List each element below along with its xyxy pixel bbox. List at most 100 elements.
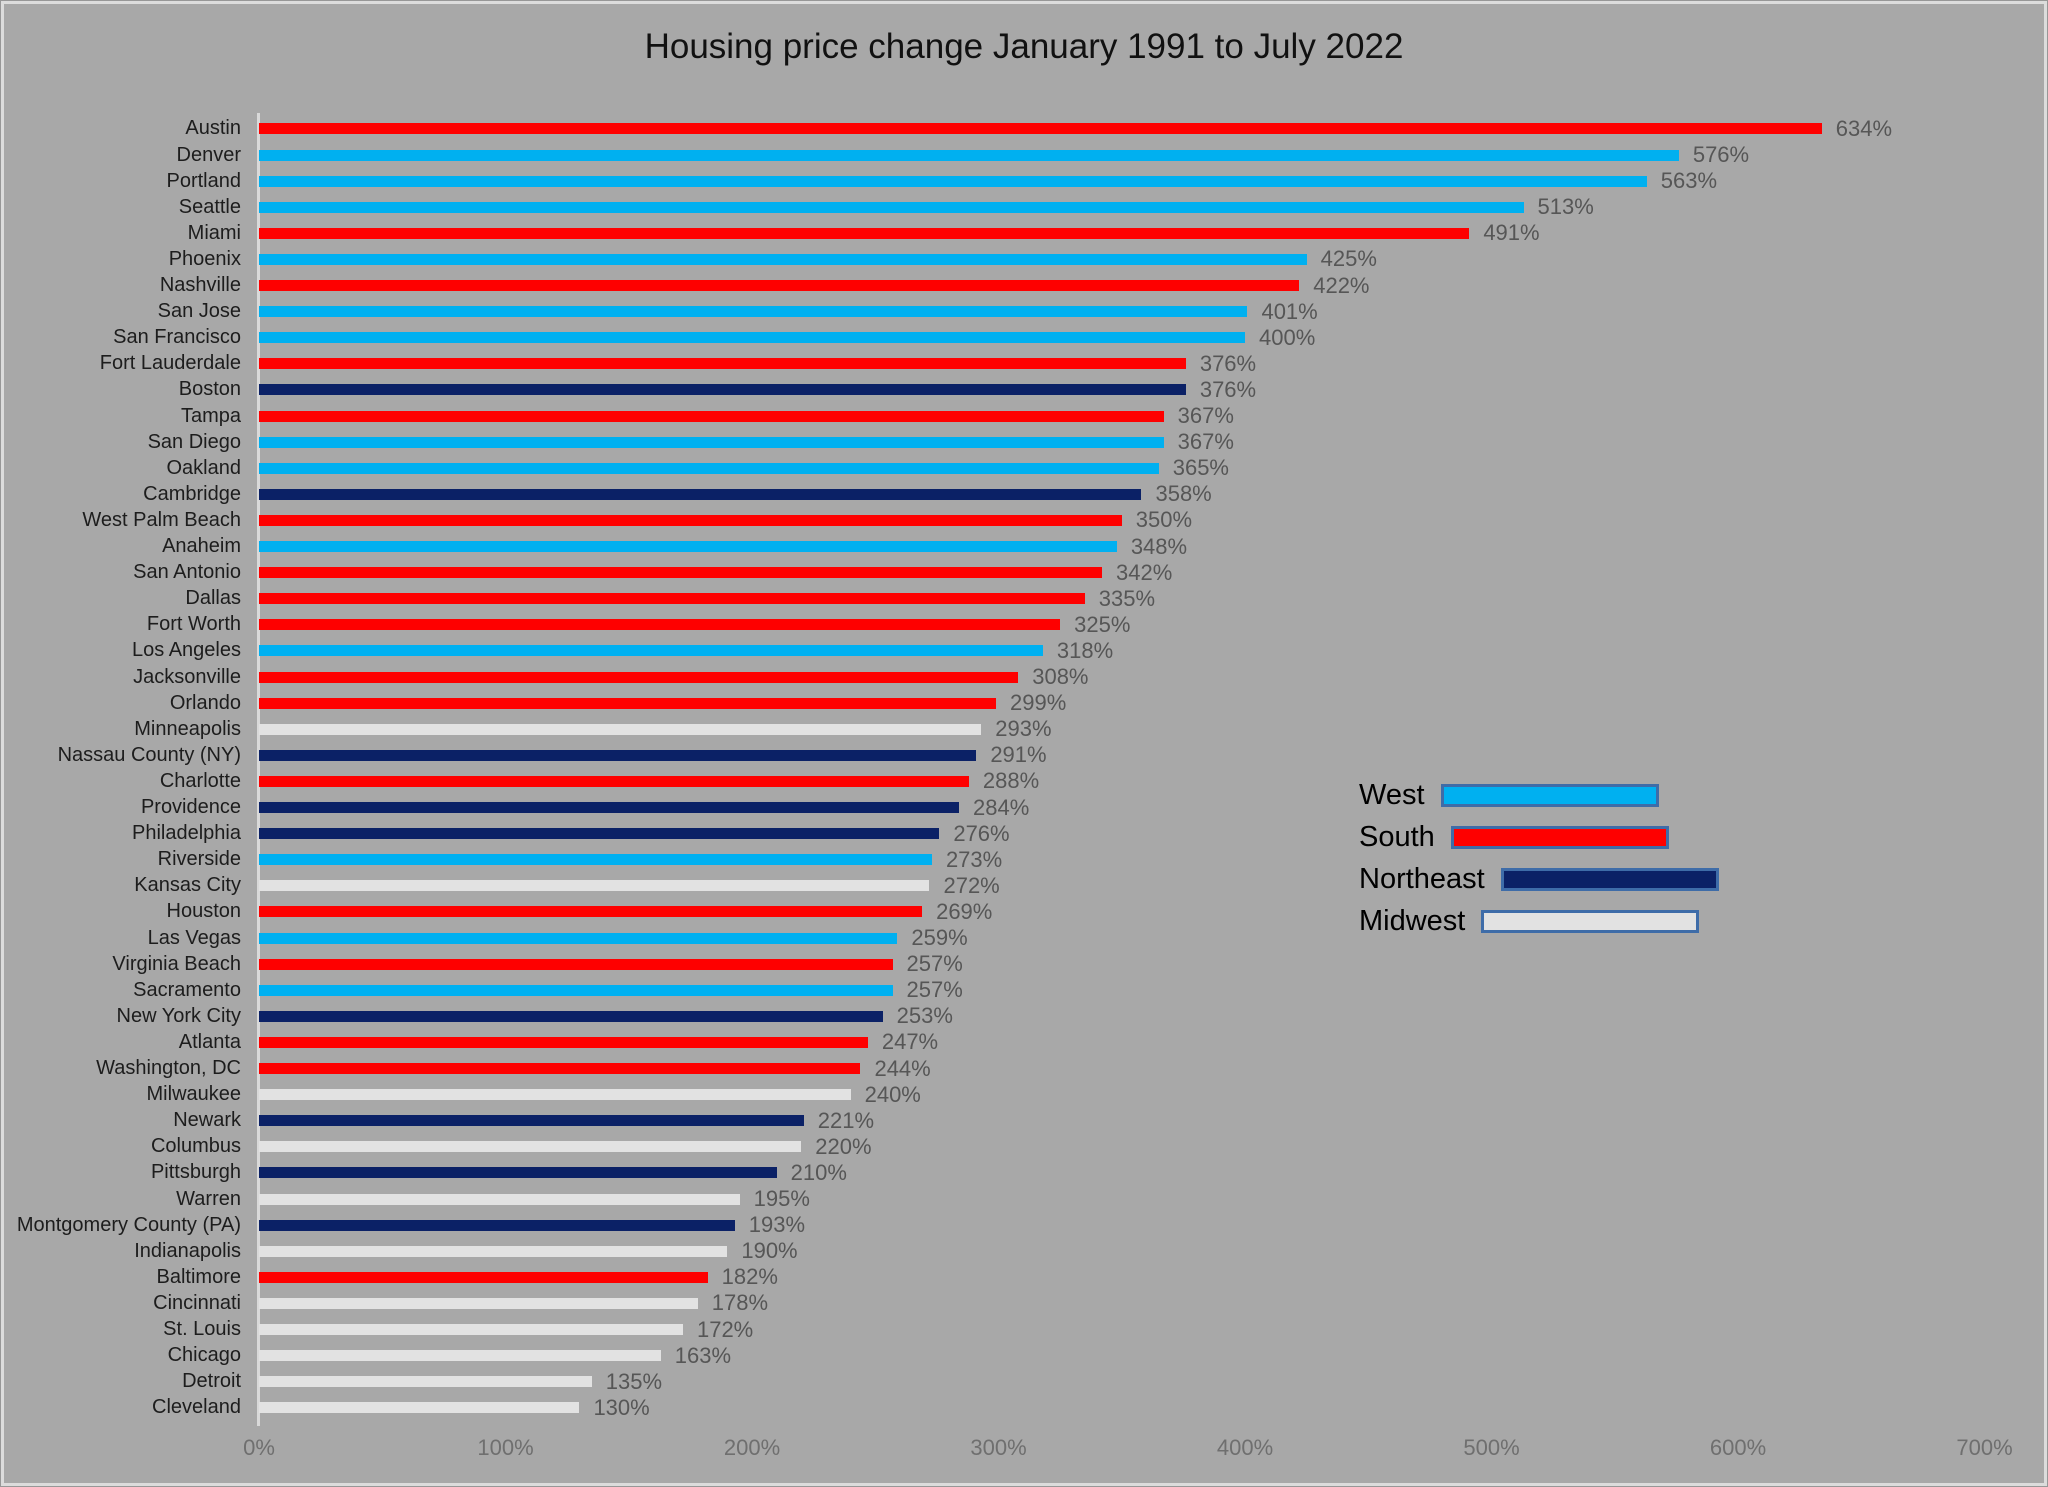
value-label: 247% xyxy=(881,1029,939,1055)
category-label: Cleveland xyxy=(152,1396,241,1419)
bar-row: Chicago 163% xyxy=(1,1342,2047,1369)
category-label: Fort Lauderdale xyxy=(99,352,241,375)
bar xyxy=(259,384,1186,396)
x-axis-tick-label: 700% xyxy=(1956,1435,2013,1460)
bar xyxy=(259,1350,661,1362)
bar-row: Cambridge 358% xyxy=(1,481,2047,507)
bar-row: Indianapolis 190% xyxy=(1,1238,2047,1264)
category-label: Detroit xyxy=(182,1370,241,1393)
category-label: Charlotte xyxy=(159,769,241,792)
bar-row: Cincinnati 178% xyxy=(1,1290,2047,1316)
value-label: 350% xyxy=(1135,507,1193,533)
value-label: 182% xyxy=(721,1264,778,1290)
bar xyxy=(259,1324,683,1336)
legend-swatch-midwest xyxy=(1481,909,1700,933)
category-label: Pittsburgh xyxy=(150,1161,241,1184)
bar xyxy=(259,906,923,918)
bar xyxy=(259,697,997,709)
legend-swatch-west xyxy=(1440,783,1659,807)
bar-row: Boston 376% xyxy=(1,377,2047,403)
category-label: Washington, DC xyxy=(96,1057,241,1080)
bar xyxy=(259,514,1122,526)
category-label: Portland xyxy=(166,169,242,192)
bar-row: Virginia Beach 257% xyxy=(1,951,2047,977)
bar-row: Warren 195% xyxy=(1,1186,2047,1212)
bar-row: Newark 221% xyxy=(1,1107,2047,1134)
bar-row: Phoenix 425% xyxy=(1,246,2047,272)
value-label: 293% xyxy=(995,716,1052,742)
category-label: Boston xyxy=(178,378,241,401)
legend-swatch-south xyxy=(1450,825,1669,849)
bar-row: Baltimore 182% xyxy=(1,1264,2047,1290)
x-axis-tick-label: 600% xyxy=(1709,1435,1767,1460)
bar-row: San Jose 401% xyxy=(1,298,2047,325)
bar xyxy=(259,306,1248,318)
bar-row: Nassau County (NY) 291% xyxy=(1,742,2047,768)
category-label: Orlando xyxy=(169,691,241,714)
y-axis-line xyxy=(257,113,260,1426)
bar xyxy=(259,932,898,944)
value-label: 272% xyxy=(943,872,1000,898)
bar-row: Cleveland 130% xyxy=(1,1394,2047,1421)
legend-item-northeast: Northeast xyxy=(1359,858,1719,900)
category-label: Minneapolis xyxy=(134,717,241,740)
bar-row: Denver 576% xyxy=(1,142,2047,168)
value-label: 221% xyxy=(817,1107,875,1133)
bar-row: Orlando 299% xyxy=(1,690,2047,716)
value-label: 335% xyxy=(1098,585,1156,611)
bar xyxy=(259,671,1019,683)
value-label: 401% xyxy=(1261,298,1318,324)
legend-label: Northeast xyxy=(1359,862,1485,895)
value-label: 163% xyxy=(674,1342,732,1368)
bar xyxy=(259,1271,708,1283)
bar-row: Las Vegas 259% xyxy=(1,925,2047,951)
category-label: West Palm Beach xyxy=(82,508,241,531)
bar xyxy=(259,541,1117,553)
legend-item-midwest: Midwest xyxy=(1359,900,1719,942)
category-label: Jacksonville xyxy=(133,665,241,688)
category-label: Miami xyxy=(187,221,241,244)
bar xyxy=(259,958,893,970)
bar-row: Austin 634% xyxy=(1,116,2047,142)
bar xyxy=(259,802,960,814)
bar xyxy=(259,201,1524,213)
value-label: 318% xyxy=(1056,637,1114,663)
category-label: Sacramento xyxy=(133,978,241,1001)
bar xyxy=(259,749,977,761)
bar xyxy=(259,1036,868,1048)
bar xyxy=(259,280,1300,292)
bar xyxy=(259,619,1061,631)
category-label: Fort Worth xyxy=(146,613,241,636)
bar xyxy=(259,149,1679,161)
bar xyxy=(259,567,1103,579)
bar-row: St. Louis 172% xyxy=(1,1317,2047,1343)
bar xyxy=(259,175,1647,187)
category-label: Austin xyxy=(185,117,241,140)
bar xyxy=(259,1141,802,1153)
bar-row: Washington, DC 244% xyxy=(1,1056,2047,1082)
value-label: 269% xyxy=(936,898,993,924)
bar-row: Portland 563% xyxy=(1,168,2047,194)
bar xyxy=(259,332,1245,344)
value-label: 190% xyxy=(741,1238,798,1264)
bar xyxy=(259,358,1186,370)
value-label: 348% xyxy=(1130,533,1188,559)
category-label: Montgomery County (PA) xyxy=(16,1213,241,1236)
bar xyxy=(259,854,932,866)
value-label: 210% xyxy=(790,1159,847,1185)
category-label: Phoenix xyxy=(168,247,241,270)
value-label: 130% xyxy=(593,1394,650,1420)
legend-item-west: West xyxy=(1359,774,1719,816)
bar xyxy=(259,1219,735,1231)
category-label: Atlanta xyxy=(178,1030,241,1053)
category-label: Denver xyxy=(176,143,241,166)
category-label: San Antonio xyxy=(133,561,241,584)
value-label: 576% xyxy=(1692,142,1750,168)
legend: West South Northeast Midwest xyxy=(1359,774,1719,942)
bar xyxy=(259,880,930,892)
category-label: Tampa xyxy=(180,404,241,427)
bar-row: Jacksonville 308% xyxy=(1,664,2047,690)
value-label: 308% xyxy=(1032,664,1089,690)
